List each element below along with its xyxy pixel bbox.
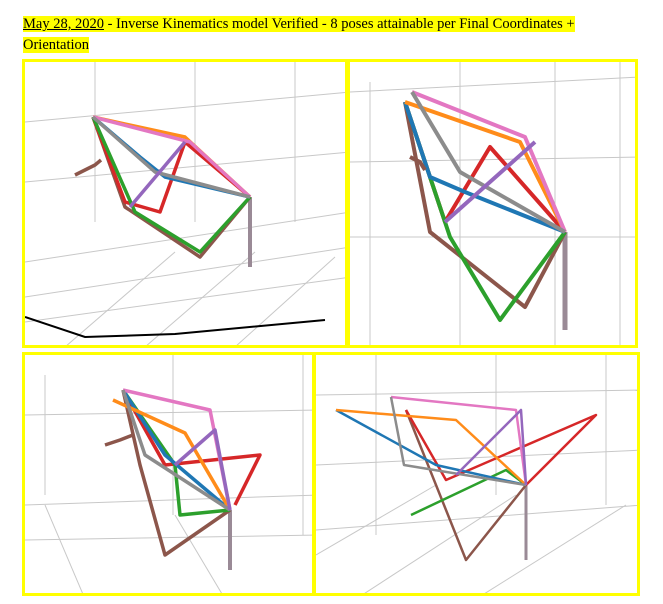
arm-poses <box>335 395 598 562</box>
grid-lines <box>316 355 637 593</box>
grid-lines <box>25 355 312 593</box>
pose-plot-2-canvas <box>350 62 635 345</box>
grid-lines <box>25 62 345 345</box>
arm-poses <box>403 90 568 330</box>
axis-line <box>25 316 326 339</box>
pose-plot-1 <box>22 59 348 348</box>
pose-plot-1-canvas <box>25 62 345 345</box>
pose-plot-3-canvas <box>25 355 312 593</box>
caption-text: - Inverse Kinematics model Verified - 8 … <box>23 16 575 53</box>
pose-plot-4 <box>313 352 640 596</box>
pose-plot-3 <box>22 352 315 596</box>
document-caption: May 28, 2020 - Inverse Kinematics model … <box>23 14 643 56</box>
arm-poses <box>104 388 262 570</box>
arm-poses <box>74 115 252 267</box>
caption-date[interactable]: May 28, 2020 <box>23 16 104 32</box>
pose-plot-2 <box>347 59 638 348</box>
pose-plot-4-canvas <box>316 355 637 593</box>
